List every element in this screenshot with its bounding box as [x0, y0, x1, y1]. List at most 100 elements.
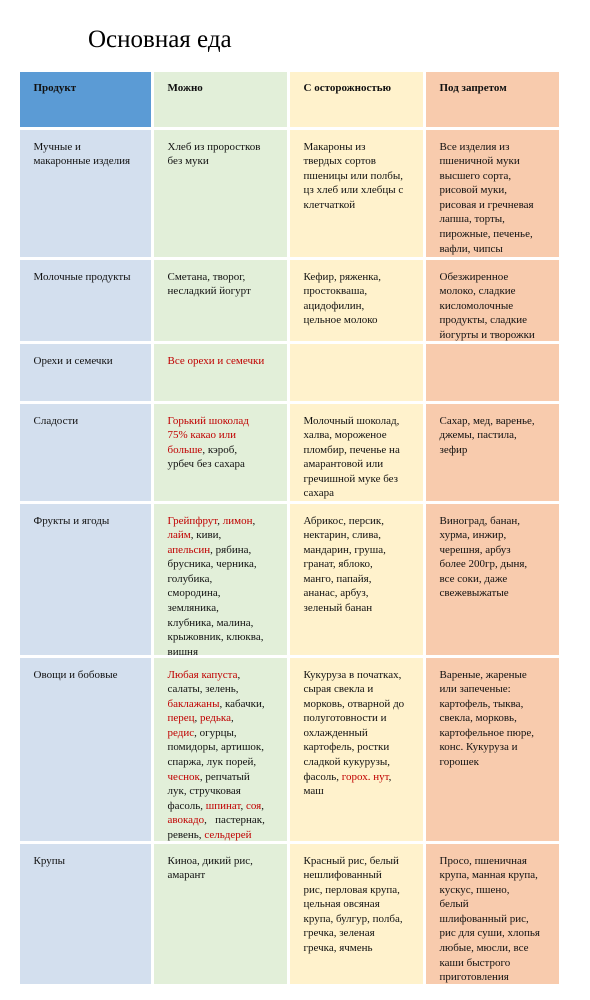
- cell-line: гречишной муке без: [303, 472, 399, 485]
- cell-line: ананас, арбуз,: [303, 587, 369, 600]
- cell-line: Сладости: [33, 414, 79, 427]
- cell-line: Все изделия из: [439, 140, 510, 153]
- cell-line: гранат, яблоко,: [303, 558, 373, 571]
- cell-line: лук, стручковая: [167, 785, 241, 798]
- table-cell: Красный рис, белый нешлифованный рис, перл…: [289, 843, 423, 984]
- cell-line: пшеничной муки: [439, 155, 520, 168]
- text-segment: апельсин: [167, 543, 211, 556]
- text-segment: , рябина,: [210, 543, 252, 556]
- cell-line: пшеницы или полбы,: [303, 169, 404, 182]
- cell-line: цельная овсяная: [303, 898, 380, 911]
- cell-line: Красный рис, белый: [303, 854, 399, 867]
- cell-line: амарантовой или: [303, 458, 384, 471]
- cell-line: сахара: [303, 487, 335, 500]
- text-segment: ревень,: [167, 829, 205, 842]
- text-segment: ,: [240, 799, 246, 812]
- cell-line: земляника,: [167, 602, 219, 615]
- cell-line: черешня, арбуз: [439, 543, 511, 556]
- text-segment: 75% какао или: [167, 429, 237, 442]
- text-segment: сельдерей: [204, 829, 252, 842]
- table-cell: Все изделия из пшеничной муки высшего сорт…: [425, 129, 559, 257]
- cell-line: каши быстрого: [439, 956, 511, 969]
- cell-line: Киноа, дикий рис,: [167, 854, 253, 867]
- cell-line: помидоры, артишок,: [167, 741, 265, 754]
- text-segment: Любая капуста: [167, 668, 238, 681]
- text-segment: , киви,: [190, 529, 222, 542]
- cell-line: конс. Кукуруза и: [439, 741, 518, 754]
- cell-line: голубика,: [167, 572, 213, 585]
- cell-line: свежевыжатые: [439, 587, 509, 600]
- table-cell: Грейпфрут, лимон, лайм, киви, апельсин, ря…: [153, 503, 287, 658]
- header-cell: Продукт: [19, 71, 151, 127]
- text-segment: перец: [167, 712, 195, 725]
- header-cell: Под запретом: [425, 71, 559, 127]
- table-cell: [289, 343, 423, 401]
- text-segment: ,: [252, 514, 256, 527]
- table-cell: Овощи и бобовые: [19, 657, 151, 841]
- cell-line: халва, мороженое: [303, 429, 387, 442]
- cell-line: гречка, зеленая: [303, 927, 375, 940]
- cell-line: йогурты и творожки: [439, 328, 535, 341]
- cell-line: приготовления: [439, 971, 509, 984]
- text-segment: , огурцы,: [194, 726, 237, 739]
- cell-line: вафли, чипсы: [439, 242, 503, 255]
- cell-line: нектарин, слива,: [303, 529, 382, 542]
- cell-line: крупа, булгур, полба,: [303, 912, 403, 925]
- text-segment: чеснок: [167, 770, 200, 783]
- table-cell: [425, 343, 559, 401]
- table-cell: Макароны из твердых сортов пшеницы или пол…: [289, 129, 423, 257]
- cell-line: Грейпфрут, лимон,: [168, 514, 279, 529]
- cell-line: картофель, тыква,: [439, 697, 524, 710]
- cell-line: сырая свекла и: [303, 683, 374, 696]
- cell-line: картофельное пюре,: [439, 726, 534, 739]
- cell-line: клубника, малина,: [167, 616, 254, 629]
- cell-line: нешлифованный: [303, 869, 382, 882]
- cell-line: шлифованный рис,: [439, 912, 529, 925]
- text-segment: ,: [217, 514, 223, 527]
- cell-line: сладкой кукурузы,: [303, 756, 391, 769]
- text-segment: фасоль,: [303, 770, 342, 783]
- text-segment: баклажаны: [167, 697, 220, 710]
- cell-line: маш: [303, 785, 324, 798]
- cell-line: Абрикос, персик,: [303, 514, 384, 527]
- text-segment: лайм: [167, 529, 191, 542]
- cell-line: ацидофилин,: [303, 299, 365, 312]
- text-segment: Все орехи и семечки: [167, 354, 265, 367]
- cell-line: высшего сорта,: [439, 169, 512, 182]
- cell-line: Фрукты и ягоды: [33, 514, 110, 527]
- cell-line: несладкий йогурт: [167, 285, 251, 298]
- text-segment: соя: [245, 799, 262, 812]
- cell-line: твердых сортов: [303, 155, 377, 168]
- cell-line: ревень, сельдерей: [168, 828, 279, 843]
- cell-line: пломбир, печенье на: [303, 443, 400, 456]
- text-segment: ,: [194, 712, 201, 725]
- cell-line: горошек: [439, 756, 479, 769]
- table-cell: Виноград, банан, хурма, инжир, черешня, ар…: [425, 503, 559, 655]
- cell-line: больше, кэроб,: [168, 443, 279, 458]
- cell-line: апельсин, рябина,: [168, 543, 279, 558]
- cell-line: спаржа, лук порей,: [167, 756, 257, 769]
- cell-line: морковь, отварной до: [303, 697, 405, 710]
- cell-line: рисовой муки,: [439, 184, 507, 197]
- cell-line: джемы, пастила,: [439, 429, 517, 442]
- cell-line: свекла, морковь,: [439, 712, 517, 725]
- cell-line: вишня: [167, 645, 199, 658]
- table-cell: Крупы: [19, 843, 151, 984]
- cell-line: авокадо, пастернак,: [168, 813, 279, 828]
- cell-line: лапша, торты,: [439, 213, 505, 226]
- cell-line: простокваша,: [303, 285, 368, 298]
- text-segment: Грейпфрут: [167, 514, 218, 527]
- cell-line: хурма, инжир,: [439, 529, 507, 542]
- cell-line: молоко, сладкие: [439, 285, 516, 298]
- cell-line: любые, мюсли, все: [439, 942, 529, 955]
- table-cell: Сладости: [19, 403, 151, 501]
- cell-line: клетчаткой: [303, 198, 356, 211]
- text-segment: ,: [388, 770, 392, 783]
- text-segment: , кабачки,: [219, 697, 265, 710]
- table-cell: Фрукты и ягоды: [19, 503, 151, 655]
- table-cell: Сметана, творог, несладкий йогурт: [153, 259, 287, 341]
- cell-line: манго, папайя,: [303, 572, 372, 585]
- title: Основная еда: [88, 26, 232, 53]
- cell-line: кускус, пшено,: [439, 883, 510, 896]
- cell-line: рис, перловая крупа,: [303, 883, 400, 896]
